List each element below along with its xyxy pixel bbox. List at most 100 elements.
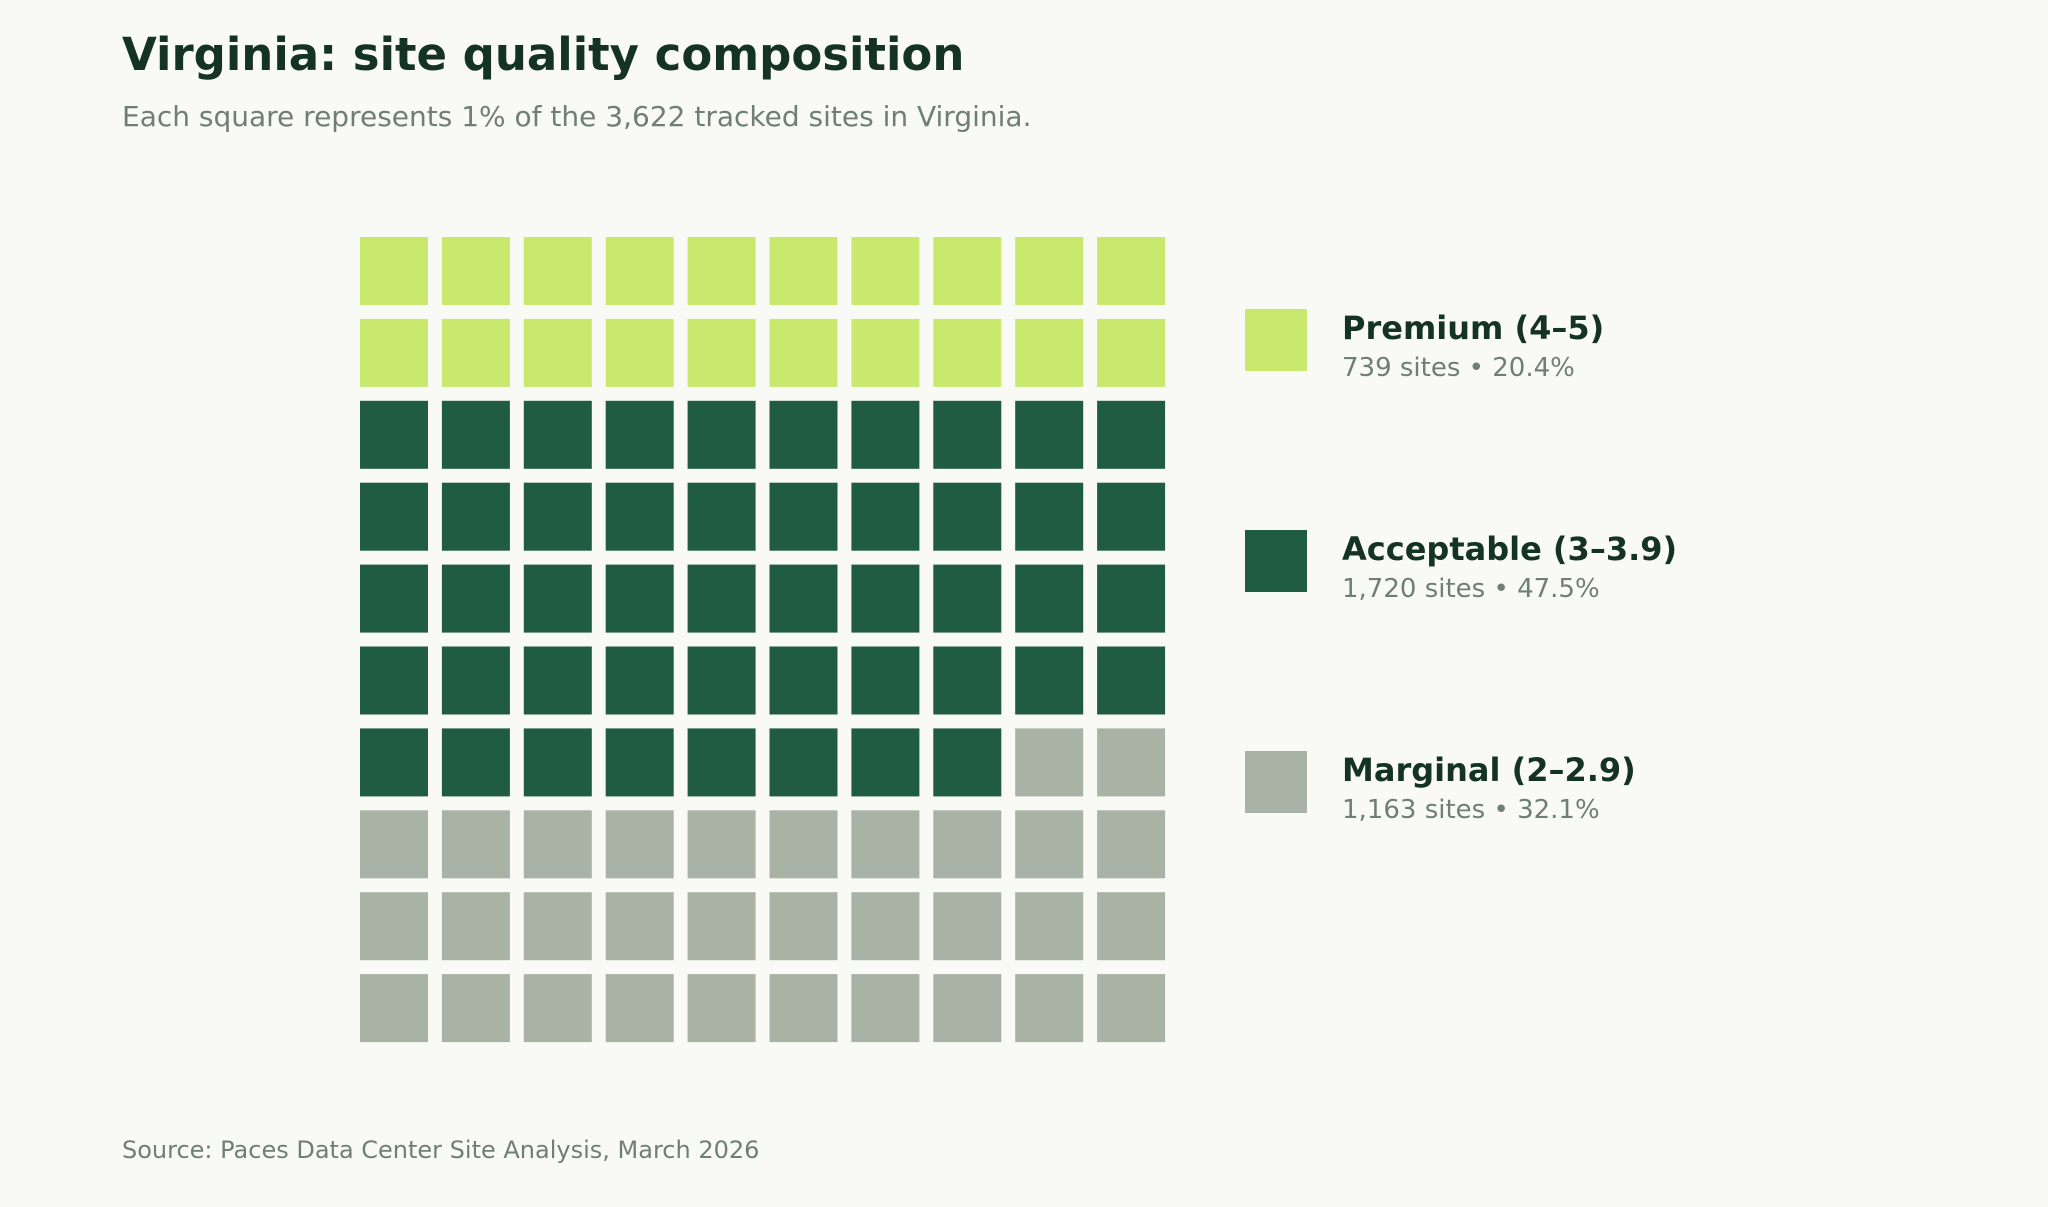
- waffle-square-acceptable: [605, 564, 674, 633]
- waffle-square-acceptable: [769, 728, 838, 797]
- waffle-square-acceptable: [851, 728, 920, 797]
- waffle-square-acceptable: [851, 482, 920, 551]
- waffle-square-marginal: [687, 810, 756, 879]
- waffle-square-marginal: [360, 974, 428, 1043]
- waffle-square-acceptable: [523, 482, 592, 551]
- legend-label-marginal: Marginal (2–2.9): [1342, 751, 1636, 789]
- waffle-square-acceptable: [687, 728, 756, 797]
- waffle-square-acceptable: [605, 482, 674, 551]
- waffle-square-acceptable: [933, 400, 1002, 469]
- waffle-square-acceptable: [769, 400, 838, 469]
- waffle-square-acceptable: [605, 728, 674, 797]
- waffle-square-marginal: [851, 810, 920, 879]
- waffle-square-acceptable: [851, 564, 920, 633]
- waffle-square-acceptable: [769, 646, 838, 715]
- waffle-square-marginal: [605, 892, 674, 961]
- waffle-square-premium: [360, 318, 428, 387]
- waffle-square-premium: [933, 318, 1002, 387]
- waffle-square-acceptable: [441, 646, 510, 715]
- waffle-square-premium: [769, 318, 838, 387]
- legend-swatch-premium: [1245, 309, 1307, 371]
- waffle-square-premium: [441, 237, 510, 305]
- waffle-square-marginal: [933, 892, 1002, 961]
- waffle-square-marginal: [1015, 728, 1084, 797]
- waffle-square-premium: [851, 318, 920, 387]
- waffle-square-premium: [1097, 237, 1166, 305]
- waffle-square-premium: [687, 318, 756, 387]
- legend-stats-marginal: 1,163 sites • 32.1%: [1342, 795, 1600, 825]
- waffle-square-acceptable: [523, 400, 592, 469]
- waffle-square-acceptable: [1015, 482, 1084, 551]
- legend-stats-premium: 739 sites • 20.4%: [1342, 353, 1575, 383]
- source-note: Source: Paces Data Center Site Analysis,…: [122, 1136, 760, 1164]
- waffle-square-marginal: [1015, 810, 1084, 879]
- waffle-square-acceptable: [441, 728, 510, 797]
- waffle-square-marginal: [1015, 892, 1084, 961]
- legend-stats-acceptable: 1,720 sites • 47.5%: [1342, 574, 1600, 604]
- waffle-square-marginal: [523, 810, 592, 879]
- chart-title: Virginia: site quality composition: [122, 28, 965, 81]
- waffle-square-marginal: [1097, 810, 1166, 879]
- waffle-square-acceptable: [1097, 482, 1166, 551]
- waffle-square-marginal: [605, 974, 674, 1043]
- waffle-square-acceptable: [769, 564, 838, 633]
- waffle-square-premium: [441, 318, 510, 387]
- legend-swatch-marginal: [1245, 751, 1307, 813]
- waffle-square-marginal: [687, 892, 756, 961]
- waffle-square-acceptable: [687, 646, 756, 715]
- waffle-square-premium: [933, 237, 1002, 305]
- waffle-square-premium: [1015, 318, 1084, 387]
- waffle-square-acceptable: [687, 400, 756, 469]
- waffle-square-acceptable: [1015, 646, 1084, 715]
- waffle-square-marginal: [687, 974, 756, 1043]
- waffle-square-acceptable: [441, 564, 510, 633]
- waffle-square-marginal: [933, 810, 1002, 879]
- legend-swatch-acceptable: [1245, 530, 1307, 592]
- waffle-square-premium: [1015, 237, 1084, 305]
- waffle-square-acceptable: [523, 564, 592, 633]
- waffle-square-marginal: [1097, 892, 1166, 961]
- waffle-square-acceptable: [1015, 564, 1084, 633]
- waffle-square-marginal: [1097, 974, 1166, 1043]
- waffle-square-marginal: [360, 892, 428, 961]
- waffle-square-acceptable: [441, 400, 510, 469]
- waffle-square-acceptable: [523, 728, 592, 797]
- waffle-square-marginal: [933, 974, 1002, 1043]
- waffle-square-acceptable: [1097, 564, 1166, 633]
- chart-subtitle: Each square represents 1% of the 3,622 t…: [122, 100, 1032, 133]
- waffle-square-acceptable: [769, 482, 838, 551]
- legend-label-premium: Premium (4–5): [1342, 309, 1605, 347]
- waffle-square-marginal: [769, 974, 838, 1043]
- waffle-square-acceptable: [1097, 400, 1166, 469]
- waffle-square-acceptable: [605, 400, 674, 469]
- waffle-square-acceptable: [360, 482, 428, 551]
- waffle-square-acceptable: [360, 728, 428, 797]
- waffle-square-marginal: [1015, 974, 1084, 1043]
- waffle-square-acceptable: [851, 400, 920, 469]
- waffle-square-marginal: [769, 810, 838, 879]
- waffle-square-marginal: [851, 974, 920, 1043]
- waffle-square-premium: [687, 237, 756, 305]
- waffle-square-acceptable: [360, 564, 428, 633]
- waffle-square-premium: [360, 237, 428, 305]
- waffle-square-marginal: [605, 810, 674, 879]
- waffle-square-marginal: [523, 974, 592, 1043]
- waffle-square-marginal: [523, 892, 592, 961]
- waffle-square-acceptable: [360, 646, 428, 715]
- waffle-square-marginal: [1097, 728, 1166, 797]
- waffle-square-marginal: [441, 974, 510, 1043]
- waffle-square-marginal: [441, 810, 510, 879]
- waffle-square-acceptable: [933, 482, 1002, 551]
- waffle-square-premium: [1097, 318, 1166, 387]
- waffle-square-premium: [851, 237, 920, 305]
- waffle-square-premium: [523, 237, 592, 305]
- waffle-square-acceptable: [687, 564, 756, 633]
- waffle-square-acceptable: [605, 646, 674, 715]
- waffle-square-acceptable: [523, 646, 592, 715]
- waffle-square-marginal: [441, 892, 510, 961]
- waffle-square-acceptable: [441, 482, 510, 551]
- waffle-square-marginal: [769, 892, 838, 961]
- waffle-square-acceptable: [933, 564, 1002, 633]
- waffle-square-acceptable: [687, 482, 756, 551]
